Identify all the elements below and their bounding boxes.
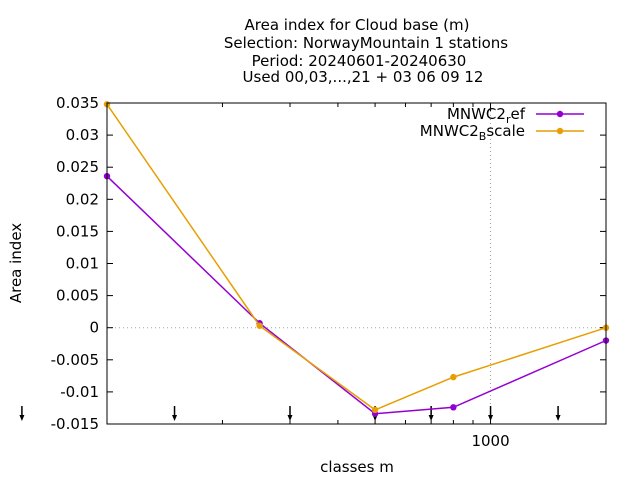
y-tick-label: 0: [89, 319, 99, 337]
x-tick-label: 1000: [471, 432, 509, 450]
legend-marker: [556, 127, 564, 135]
y-tick-label: 0.025: [56, 158, 99, 176]
arrow-head: [287, 415, 293, 421]
series-line: [106, 103, 607, 411]
y-tick-label: -0.005: [51, 351, 99, 369]
legend-marker: [556, 110, 564, 118]
arrow-head: [488, 415, 494, 421]
legend-item-1: MNWC2ref: [447, 105, 584, 126]
arrow-marker: [172, 406, 178, 421]
arrow-marker: [287, 406, 293, 421]
title-line-1: Area index for Cloud base (m): [245, 16, 470, 34]
y-tick-label: -0.015: [51, 415, 99, 433]
series: [103, 101, 610, 417]
y-tick-label: 0.03: [66, 126, 99, 144]
legend-label-subscript: B: [479, 130, 487, 143]
data-point: [450, 404, 457, 411]
title-line-3: Period: 20240601-20240630: [252, 52, 467, 70]
data-point: [256, 322, 263, 329]
legend-label-main: MNWC2: [447, 105, 506, 123]
data-point: [450, 373, 457, 381]
y-tick-label: 0.01: [66, 255, 99, 273]
data-point: [371, 406, 379, 414]
arrow-marker: [19, 406, 25, 421]
legend-label-tail: scale: [486, 122, 525, 140]
chart-title: Area index for Cloud base (m) Selection:…: [224, 16, 508, 86]
series-1: [103, 172, 610, 417]
title-line-4: Used 00,03,...,21 + 03 06 09 12: [243, 68, 484, 86]
y-tick-label: -0.01: [60, 383, 99, 401]
arrow-head: [555, 415, 561, 421]
y-tick-label: 0.015: [56, 222, 99, 240]
legend-label-tail: ef: [510, 105, 525, 123]
title-line-2: Selection: NorwayMountain 1 stations: [224, 34, 508, 52]
legend-label: MNWC2Bscale: [420, 122, 525, 143]
arrow-marker: [555, 406, 561, 421]
axis-ticks: [107, 102, 607, 425]
legend-label-subscript: r: [506, 113, 511, 126]
legend-label: MNWC2ref: [447, 105, 526, 126]
plot-frame: [106, 102, 607, 425]
x-tick-labels: 1000: [471, 432, 509, 450]
y-tick-label: 0.035: [56, 94, 99, 112]
legend-label-main: MNWC2: [420, 122, 479, 140]
arrow-marker: [428, 406, 434, 421]
legend-item-2: MNWC2Bscale: [420, 122, 584, 143]
series-2: [103, 101, 610, 414]
arrow-head: [428, 415, 434, 421]
y-tick-label: 0.02: [66, 190, 99, 208]
arrow-marker: [488, 406, 494, 421]
y-tick-label: 0.005: [56, 287, 99, 305]
y-tick-labels: 0.035 0.03 0.025 0.02 0.015 0.01 0.005 0 -0.005 -…: [51, 94, 99, 433]
arrow-head: [172, 415, 178, 421]
grid: [107, 103, 606, 424]
arrow-markers: [19, 406, 561, 421]
arrow-head: [19, 415, 25, 421]
y-axis-label: Area index: [7, 223, 25, 303]
x-axis-label: classes m: [320, 458, 394, 476]
